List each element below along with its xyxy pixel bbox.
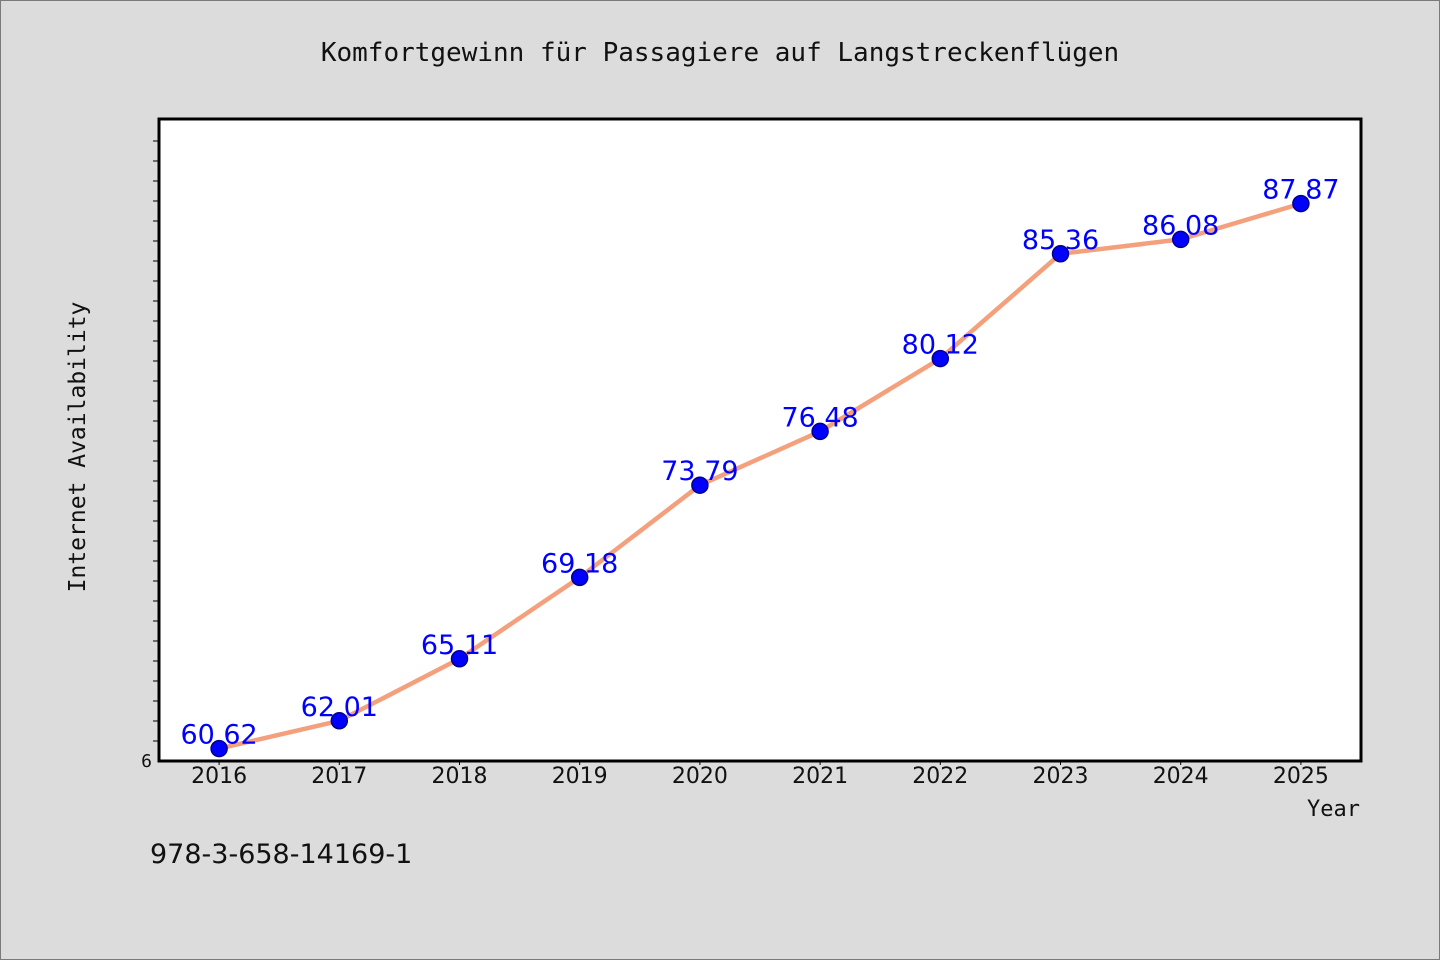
data-point-marker <box>811 422 829 441</box>
data-point-marker <box>330 712 349 730</box>
y-axis-label: Internet Availability <box>65 302 91 593</box>
x-tick-label: 2023 <box>1033 764 1089 789</box>
x-tick-label: 2016 <box>191 764 247 789</box>
x-tick-label: 2020 <box>672 764 728 789</box>
plot-frame <box>157 117 1363 763</box>
data-point-marker <box>1292 194 1310 213</box>
x-axis-ticks: 2016 2017 2018 2019 2020 2021 2022 2023 2024 2025 <box>191 761 1329 789</box>
chart-title: Komfortgewinn für Passagiere auf Langstr… <box>321 38 1119 68</box>
data-point-marker <box>450 650 469 668</box>
series-line <box>216 201 1304 751</box>
y-tick-label: 6 <box>141 751 152 772</box>
x-axis-label: Year <box>1307 797 1360 822</box>
series-layer: 60.6262.0165.1169.1873.7976.4880.1285.36… <box>180 175 1340 758</box>
data-point-marker <box>931 349 950 368</box>
data-point-marker <box>691 476 709 494</box>
x-tick-label: 2019 <box>552 764 608 789</box>
data-point-marker <box>1051 245 1070 263</box>
x-tick-label: 2022 <box>912 764 968 789</box>
data-point-marker <box>570 568 589 587</box>
x-tick-label: 2018 <box>432 764 488 789</box>
x-tick-label: 2017 <box>311 764 367 789</box>
x-tick-label: 2025 <box>1273 764 1329 789</box>
x-tick-label: 2021 <box>792 764 848 789</box>
caption-text: 978-3-658-14169-1 <box>150 839 412 870</box>
plot-area <box>159 119 1361 761</box>
data-point-marker <box>1171 230 1190 249</box>
x-tick-label: 2024 <box>1153 764 1209 789</box>
data-point-marker <box>210 739 228 758</box>
